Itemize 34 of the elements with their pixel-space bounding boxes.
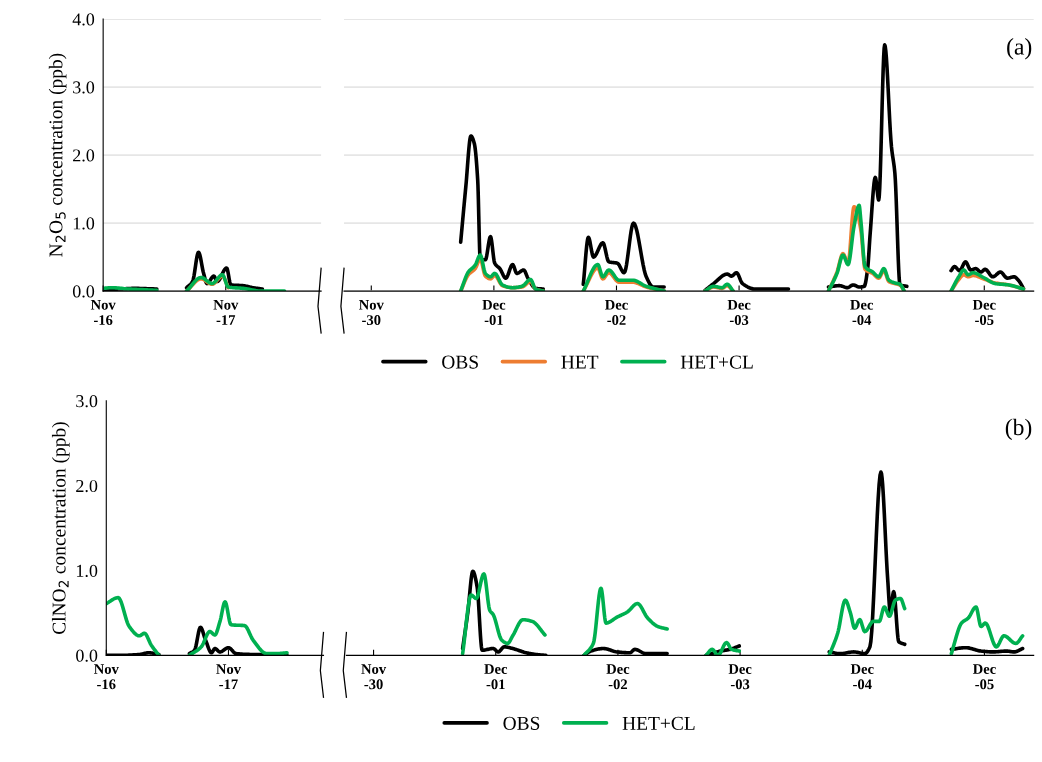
x-tick-label: Dec -04	[850, 299, 874, 325]
annotation: (b)	[1005, 418, 1032, 441]
x-tick-label: Dec -05	[972, 299, 996, 325]
x-tick-label: Dec -02	[605, 299, 628, 325]
x-tick-label: Dec -01	[484, 664, 508, 690]
x-tick-label: Nov -16	[90, 299, 116, 325]
legend-label: HET+CL	[622, 716, 695, 730]
y-tick-label: 2.0	[76, 479, 98, 493]
y-tick-label: 2.0	[73, 149, 95, 162]
x-tick-label: Dec -05	[972, 664, 996, 690]
x-tick-label: Nov -17	[213, 299, 239, 325]
y-tick-label: 3.0	[73, 81, 95, 94]
legend-label: HET+CL	[680, 355, 753, 369]
x-tick-label: Dec -04	[850, 664, 874, 690]
x-tick-label: Dec -03	[728, 664, 752, 690]
x-tick-label: Nov -30	[361, 664, 387, 690]
legend-label: OBS	[442, 355, 478, 369]
x-tick-label: Dec -01	[482, 299, 506, 325]
y-tick-label: 1.0	[76, 564, 98, 578]
y-tick-label: 3.0	[76, 395, 98, 408]
y-tick-label: 4.0	[72, 13, 95, 26]
y-tick-label: 1.0	[73, 217, 95, 230]
x-tick-label: Nov -30	[359, 299, 384, 325]
y-tick-label: 0.0	[72, 285, 95, 298]
y-axis-title: ClNO$_{2}$ concentration (ppb)	[51, 422, 70, 635]
legend-label: OBS	[503, 716, 540, 730]
x-tick-label: Dec -02	[606, 664, 630, 690]
legend-label: HET	[561, 355, 599, 369]
x-tick-label: Dec -03	[727, 299, 751, 325]
x-tick-label: Nov -17	[216, 664, 242, 690]
annotation: (a)	[1007, 38, 1032, 60]
x-tick-label: Nov -16	[94, 664, 119, 690]
y-axis-title: N$_{2}$O$_{5}$ concentration (ppb)	[48, 53, 67, 257]
y-tick-label: 0.0	[76, 649, 98, 662]
